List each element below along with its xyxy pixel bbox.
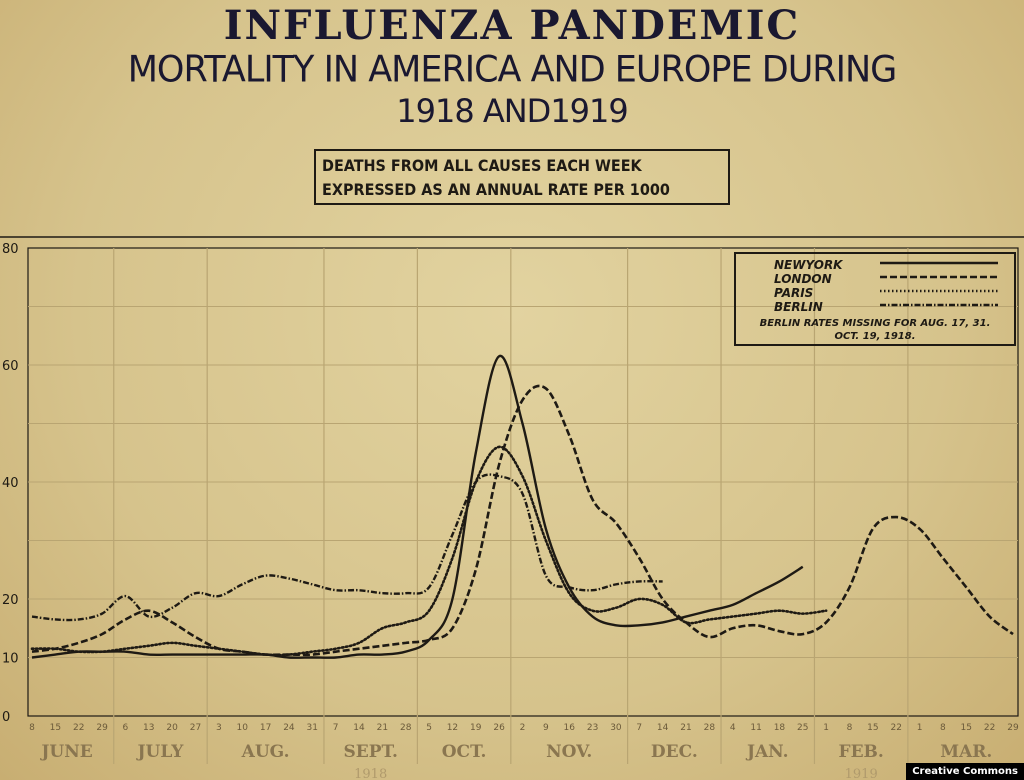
y-tick-label: 20: [2, 593, 19, 608]
ylabel-line2: EXPRESSED AS AN ANNUAL RATE PER 1000: [322, 180, 670, 199]
x-tick-label: 3: [216, 723, 222, 733]
x-tick-label: 1: [917, 723, 923, 733]
x-tick-label: 17: [260, 723, 271, 733]
credit-label: Creative Commons: [906, 763, 1024, 780]
legend-label-paris: PARIS: [774, 286, 814, 300]
x-tick-label: 19: [470, 723, 482, 733]
x-tick-label: 29: [96, 723, 108, 733]
y-tick-label: 40: [2, 476, 19, 491]
x-tick-label: 26: [493, 723, 505, 733]
legend-note-line1: BERLIN RATES MISSING FOR AUG. 17, 31.: [759, 318, 991, 329]
x-tick-label: 2: [520, 723, 526, 733]
x-tick-label: 22: [73, 723, 84, 733]
x-tick-label: 20: [166, 723, 178, 733]
chart-title: INFLUENZA PANDEMIC: [223, 2, 801, 49]
legend-label-newyork: NEWYORK: [774, 258, 843, 272]
x-tick-label: 27: [190, 723, 201, 733]
x-tick-label: 15: [50, 723, 61, 733]
series-line-london: [31, 384, 1014, 657]
chart-subtitle-line2: 1918 AND1919: [396, 92, 629, 130]
x-tick-label: 15: [867, 723, 878, 733]
ylabel-line1: DEATHS FROM ALL CAUSES EACH WEEK: [322, 156, 642, 175]
x-tick-label: 18: [774, 723, 786, 733]
x-tick-label: 12: [447, 723, 458, 733]
ylabel-box: DEATHS FROM ALL CAUSES EACH WEEK EXPRESS…: [314, 149, 730, 205]
x-tick-label: 8: [847, 723, 853, 733]
month-label: AUG.: [241, 742, 290, 762]
year-label: 1919: [845, 767, 878, 780]
x-tick-label: 14: [657, 723, 669, 733]
x-tick-label: 14: [353, 723, 365, 733]
month-label: NOV.: [546, 742, 592, 762]
x-tick-label: 28: [704, 723, 716, 733]
x-tick-label: 23: [587, 723, 598, 733]
month-label: DEC.: [651, 742, 698, 762]
month-label: OCT.: [442, 742, 487, 762]
x-tick-label: 7: [636, 723, 642, 733]
x-tick-label: 31: [307, 723, 318, 733]
x-tick-label: 4: [730, 723, 736, 733]
x-tick-label: 8: [940, 723, 946, 733]
y-tick-label: 80: [2, 242, 19, 257]
x-tick-label: 28: [400, 723, 412, 733]
legend-note-line2: OCT. 19, 1918.: [834, 331, 916, 342]
y-tick-label: 0: [2, 710, 10, 725]
x-tick-label: 30: [610, 723, 622, 733]
x-tick-label: 21: [377, 723, 388, 733]
y-tick-label: 10: [2, 652, 19, 667]
x-tick-label: 22: [890, 723, 901, 733]
x-tick-label: 8: [29, 723, 35, 733]
month-label: JAN.: [745, 742, 789, 762]
series-line-newyork: [31, 354, 804, 659]
year-label: 1918: [354, 767, 387, 780]
legend-label-london: LONDON: [774, 272, 832, 286]
month-label: JUNE: [39, 742, 92, 762]
month-label: FEB.: [839, 742, 884, 762]
chart-subtitle-line1: MORTALITY IN AMERICA AND EUROPE DURING: [127, 49, 898, 91]
x-tick-label: 22: [984, 723, 995, 733]
x-tick-label: 7: [333, 723, 339, 733]
month-label: MAR.: [940, 742, 992, 762]
y-tick-label: 60: [2, 359, 19, 374]
legend-label-berlin: BERLIN: [774, 300, 823, 314]
x-tick-label: 1: [823, 723, 829, 733]
x-tick-label: 24: [283, 723, 295, 733]
x-tick-label: 6: [123, 723, 129, 733]
x-tick-label: 15: [961, 723, 972, 733]
x-tick-label: 29: [1007, 723, 1019, 733]
series-line-berlin: [31, 473, 663, 622]
month-label: JULY: [136, 742, 185, 762]
x-tick-label: 11: [750, 723, 761, 733]
x-tick-label: 9: [543, 723, 549, 733]
x-tick-label: 13: [143, 723, 154, 733]
month-label: SEPT.: [343, 742, 397, 762]
x-tick-label: 16: [563, 723, 575, 733]
series-line-paris: [30, 445, 828, 657]
x-tick-label: 5: [426, 723, 432, 733]
x-tick-label: 21: [680, 723, 691, 733]
x-tick-label: 10: [236, 723, 248, 733]
legend: NEWYORK LONDON PARIS BERLIN BERLIN RATES…: [734, 252, 1016, 346]
x-tick-label: 25: [797, 723, 808, 733]
